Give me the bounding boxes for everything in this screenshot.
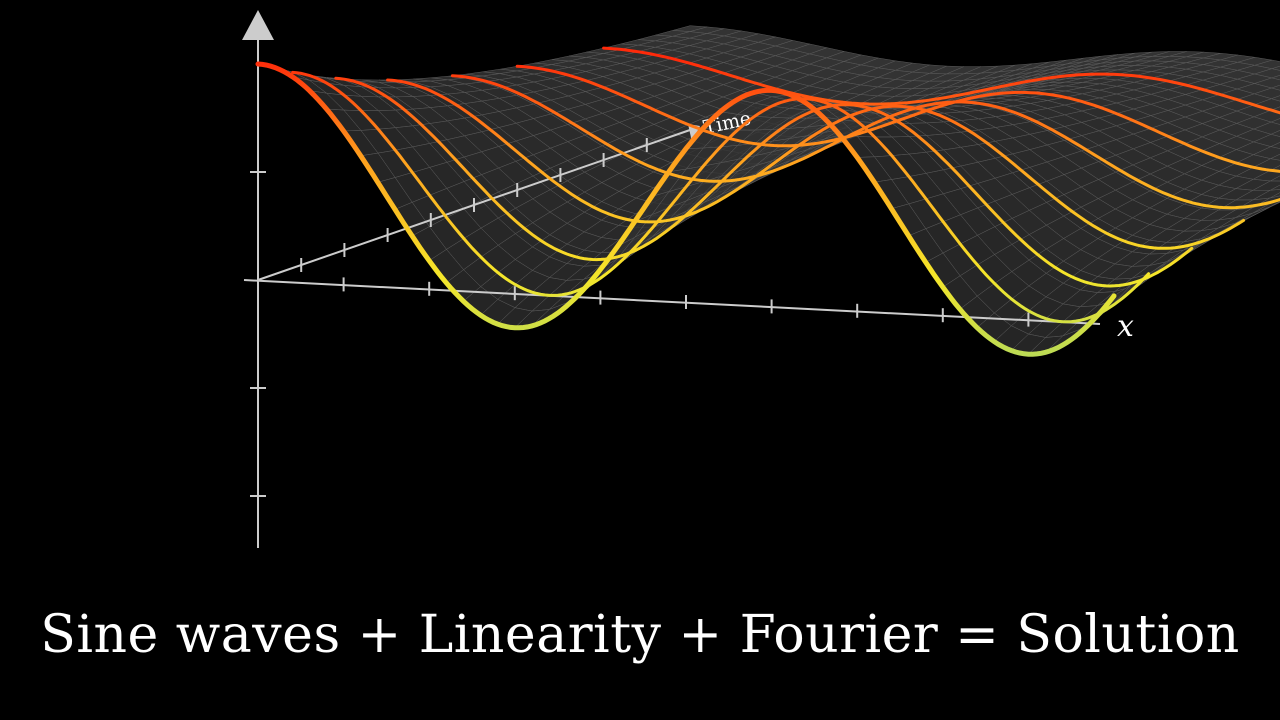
x-axis	[243, 279, 1101, 325]
temperature-curve	[515, 64, 1280, 173]
temperature-curve	[334, 76, 1194, 288]
initial-temperature-curve	[255, 61, 1117, 357]
surface-cell	[1270, 84, 1280, 91]
axis-ticks	[250, 138, 1030, 497]
vertical-axis-arrow-icon	[242, 10, 274, 40]
surface-cell	[1270, 130, 1280, 137]
surface-cell	[1270, 95, 1280, 102]
temperature-curve	[602, 46, 1280, 115]
sine-wave-curves	[255, 46, 1280, 357]
surface-cell	[1269, 201, 1280, 208]
surface-cell	[1269, 153, 1280, 161]
surface-cell	[1270, 65, 1280, 71]
surface-cell	[1270, 75, 1280, 81]
video-caption: Sine waves + Linearity + Fourier = Solut…	[40, 605, 1240, 665]
temperature-curve	[386, 78, 1246, 250]
surface-cell	[1270, 175, 1280, 182]
surface-cell	[1269, 192, 1280, 199]
surface-cell	[1270, 184, 1280, 191]
temperature-curve	[291, 70, 1151, 324]
temperature-curve	[450, 74, 1280, 210]
surface-cell	[1270, 118, 1280, 125]
x-axis-label: x	[1117, 309, 1134, 344]
axes: x Time	[242, 10, 1134, 548]
